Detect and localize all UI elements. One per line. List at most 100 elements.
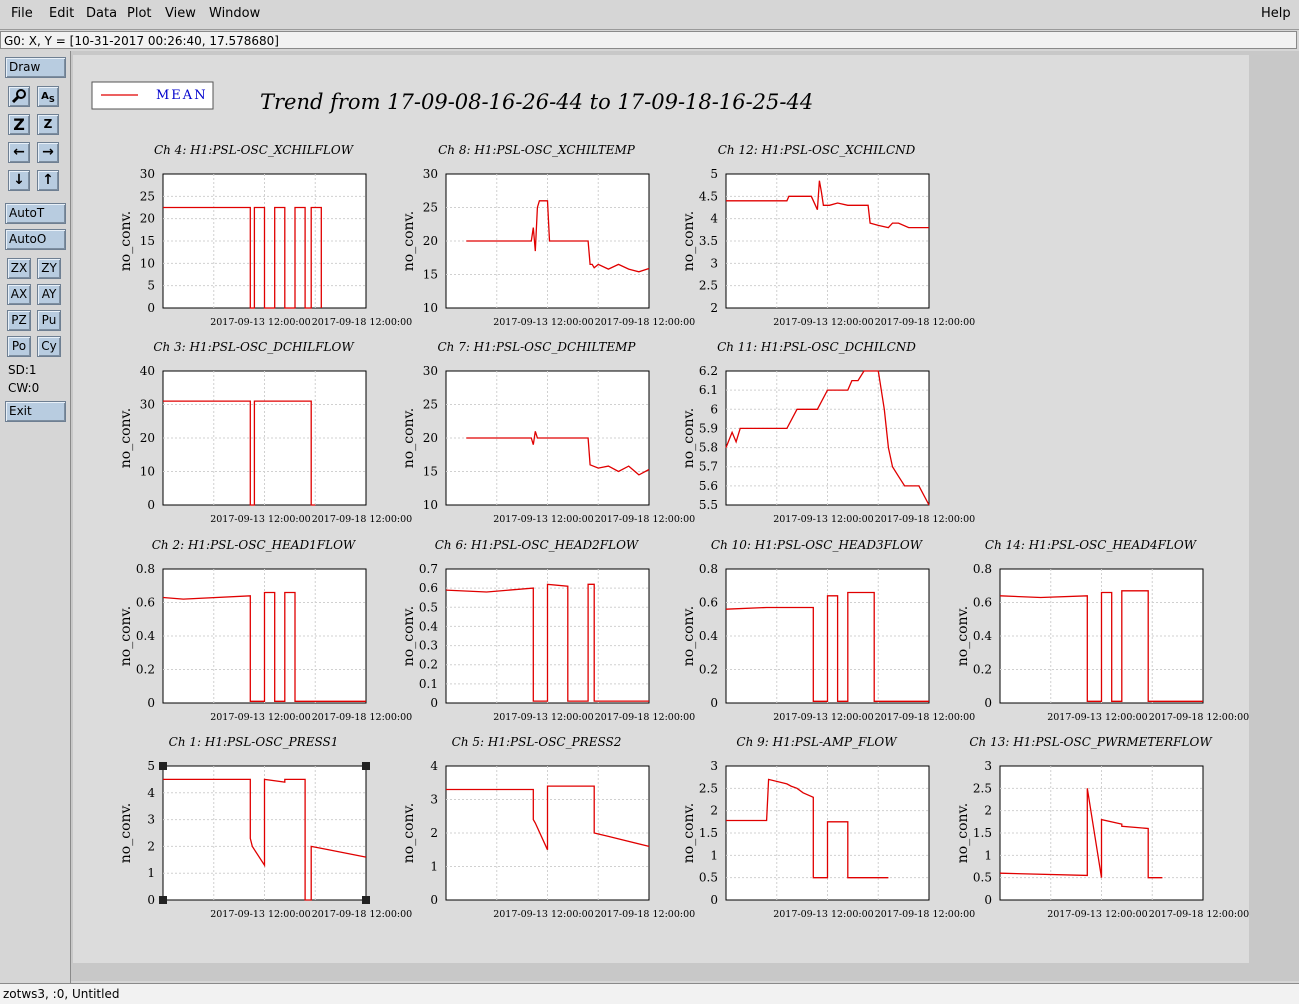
axis-scale-icon[interactable]: AS xyxy=(37,86,59,107)
toolbar: Draw AS Z Z ← → ↓ ↑ AutoT AutoO ZX ZY AX… xyxy=(0,51,71,983)
y-tick-label: 5 xyxy=(710,167,718,181)
y-tick-label: 10 xyxy=(140,465,155,479)
series-line xyxy=(725,370,930,506)
y-tick-label: 0.4 xyxy=(973,629,992,643)
x-tick-label: 2017-09-13 12:00:00 xyxy=(493,317,593,328)
exit-button[interactable]: Exit xyxy=(5,401,66,422)
y-tick-label: 3 xyxy=(147,813,155,827)
chart-6: Ch 11: H1:PSL-OSC_DCHILCND 5.5 5.6 5.7 5.8 5.… xyxy=(681,340,975,525)
series-line xyxy=(162,591,366,702)
series-line xyxy=(445,583,649,702)
zoom-in-icon[interactable]: Z xyxy=(8,114,30,135)
menu-view[interactable]: View xyxy=(165,6,196,21)
pan-left-icon[interactable]: ← xyxy=(8,142,30,163)
y-tick-label: 25 xyxy=(140,189,155,203)
x-tick-label: 2017-09-18 12:00:00 xyxy=(312,514,412,525)
pan-down-icon[interactable]: ↓ xyxy=(8,170,30,191)
y-axis-label: no_conv. xyxy=(118,606,134,666)
x-tick-label: 2017-09-13 12:00:00 xyxy=(493,909,593,920)
y-axis-label: no_conv. xyxy=(681,408,697,468)
y-tick-label: 0.6 xyxy=(973,596,992,610)
x-tick-label: 2017-09-18 12:00:00 xyxy=(875,909,975,920)
y-tick-label: 10 xyxy=(423,498,438,512)
x-tick-label: 2017-09-18 12:00:00 xyxy=(312,909,412,920)
ax-button[interactable]: AX xyxy=(7,284,31,305)
y-tick-label: 10 xyxy=(140,256,155,270)
zy-button[interactable]: ZY xyxy=(37,258,61,279)
y-tick-label: 0.4 xyxy=(419,619,438,633)
x-tick-label: 2017-09-18 12:00:00 xyxy=(1149,909,1249,920)
auto-o-button[interactable]: AutoO xyxy=(5,229,66,250)
y-tick-label: 20 xyxy=(423,431,438,445)
x-tick-label: 2017-09-13 12:00:00 xyxy=(773,514,873,525)
menu-window[interactable]: Window xyxy=(209,6,261,21)
chart-11: Ch 1: H1:PSL-OSC_PRESS1 0 1 2 3 4 5 2017-09-13 … xyxy=(118,735,412,920)
chart-1: Ch 4: H1:PSL-OSC_XCHILFLOW 0 5 10 15 20 25 30 20… xyxy=(118,143,412,328)
y-tick-label: 2 xyxy=(710,301,718,315)
y-tick-label: 1 xyxy=(147,866,155,880)
zx-button[interactable]: ZX xyxy=(7,258,31,279)
chart-7: Ch 2: H1:PSL-OSC_HEAD1FLOW 0 0.2 0.4 0.6 0.8 2… xyxy=(118,538,412,723)
chart-title: Ch 4: H1:PSL-OSC_XCHILFLOW xyxy=(154,143,355,157)
y-tick-label: 0.2 xyxy=(419,658,438,672)
auto-t-button[interactable]: AutoT xyxy=(5,203,66,224)
chart-title: Ch 2: H1:PSL-OSC_HEAD1FLOW xyxy=(152,538,357,552)
y-tick-label: 3 xyxy=(710,759,718,773)
y-tick-label: 5.8 xyxy=(699,441,718,455)
zoom-out-icon[interactable]: Z xyxy=(37,114,59,135)
x-tick-label: 2017-09-18 12:00:00 xyxy=(595,317,695,328)
menu-file[interactable]: File xyxy=(11,6,33,21)
plot-canvas[interactable]: MEAN Trend from 17-09-08-16-26-44 to 17-… xyxy=(71,51,1299,981)
draw-button[interactable]: Draw xyxy=(5,57,66,78)
y-tick-label: 0 xyxy=(710,696,718,710)
y-tick-label: 0 xyxy=(984,893,992,907)
pan-right-icon[interactable]: → xyxy=(37,142,59,163)
x-tick-label: 2017-09-18 12:00:00 xyxy=(875,317,975,328)
y-tick-label: 6 xyxy=(710,402,718,416)
chart-title: Ch 6: H1:PSL-OSC_HEAD2FLOW xyxy=(435,538,640,552)
cy-button[interactable]: Cy xyxy=(37,336,61,357)
x-tick-label: 2017-09-18 12:00:00 xyxy=(595,712,695,723)
y-tick-label: 15 xyxy=(423,268,438,282)
y-tick-label: 2.5 xyxy=(699,279,718,293)
x-tick-label: 2017-09-18 12:00:00 xyxy=(595,909,695,920)
pz-button[interactable]: PZ xyxy=(7,310,31,331)
y-tick-label: 15 xyxy=(423,465,438,479)
y-axis-label: no_conv. xyxy=(681,211,697,271)
y-tick-label: 0.6 xyxy=(136,596,155,610)
y-axis-label: no_conv. xyxy=(681,606,697,666)
x-tick-label: 2017-09-13 12:00:00 xyxy=(773,712,873,723)
y-tick-label: 5 xyxy=(147,279,155,293)
y-tick-label: 40 xyxy=(140,364,155,378)
main-title: Trend from 17-09-08-16-26-44 to 17-09-18… xyxy=(260,90,813,114)
pan-up-icon[interactable]: ↑ xyxy=(37,170,59,191)
y-tick-label: 0 xyxy=(147,498,155,512)
chart-12: Ch 5: H1:PSL-OSC_PRESS2 0 1 2 3 4 2017-09-13 1… xyxy=(401,735,695,920)
y-tick-label: 2 xyxy=(984,804,992,818)
series-line xyxy=(725,591,929,702)
menu-edit[interactable]: Edit xyxy=(49,6,75,21)
y-tick-label: 0 xyxy=(430,893,438,907)
chart-title: Ch 3: H1:PSL-OSC_DCHILFLOW xyxy=(153,340,355,354)
chart-8: Ch 6: H1:PSL-OSC_HEAD2FLOW 0 0.1 0.2 0.3 0.4 0… xyxy=(401,538,695,723)
x-tick-label: 2017-09-13 12:00:00 xyxy=(210,712,310,723)
pu-button[interactable]: Pu xyxy=(37,310,61,331)
x-tick-label: 2017-09-13 12:00:00 xyxy=(493,712,593,723)
chart-3: Ch 12: H1:PSL-OSC_XCHILCND 2 2.5 3 3.5 4 4.5 5 2… xyxy=(681,143,975,328)
x-tick-label: 2017-09-13 12:00:00 xyxy=(210,514,310,525)
ay-button[interactable]: AY xyxy=(37,284,61,305)
chart-5: Ch 7: H1:PSL-OSC_DCHILTEMP 10 15 20 25 30 2017… xyxy=(401,340,695,525)
menu-data[interactable]: Data xyxy=(86,6,118,21)
y-axis-label: no_conv. xyxy=(118,803,134,863)
po-button[interactable]: Po xyxy=(7,336,31,357)
y-tick-label: 0.1 xyxy=(419,677,438,691)
series-line xyxy=(726,180,929,229)
menu-plot[interactable]: Plot xyxy=(127,6,152,21)
menu-help[interactable]: Help xyxy=(1261,6,1291,21)
chart-title: Ch 13: H1:PSL-OSC_PWRMETERFLOW xyxy=(969,735,1213,749)
x-tick-label: 2017-09-18 12:00:00 xyxy=(595,514,695,525)
y-tick-label: 0.8 xyxy=(136,562,155,576)
y-tick-label: 5.9 xyxy=(699,421,718,435)
zoom-icon[interactable] xyxy=(8,86,30,107)
y-tick-label: 6.1 xyxy=(699,383,718,397)
